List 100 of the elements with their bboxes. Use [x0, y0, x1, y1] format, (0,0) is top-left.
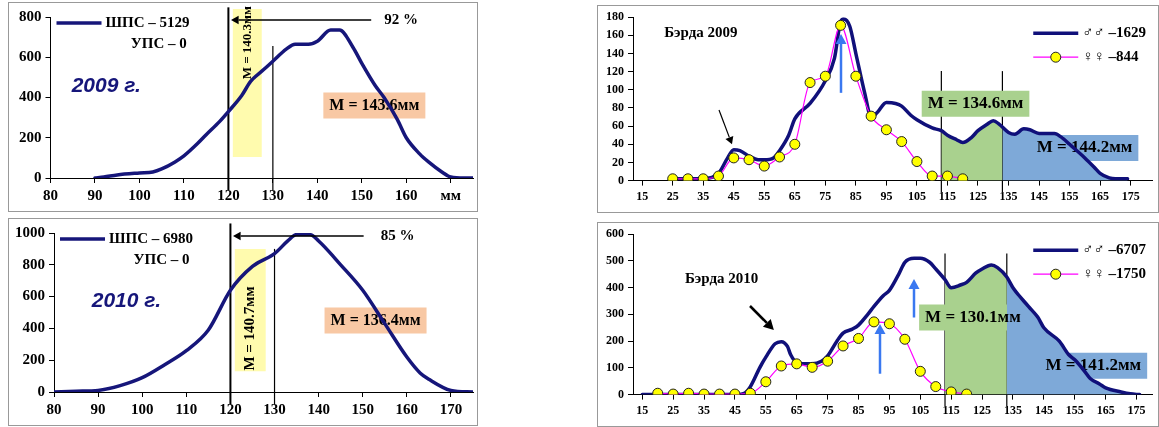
y-tick-label: 1000 [15, 223, 45, 240]
y-tick-label: 140 [606, 45, 624, 60]
y-tick-label: 0 [618, 386, 624, 401]
y-tick-label: 80 [612, 100, 624, 115]
annotation: УПС – 0 [130, 35, 187, 52]
annotation: 85 % [380, 227, 415, 244]
x-tick-label: 175 [1121, 188, 1140, 203]
x-tick-label: 105 [911, 402, 930, 417]
y-tick-label: 0 [618, 172, 624, 187]
y-tick-label: 400 [19, 88, 42, 105]
x-tick-label: 85 [849, 188, 862, 203]
y-tick-label: 200 [22, 351, 45, 368]
x-tick-label: 110 [175, 400, 198, 417]
x-tick-label: 145 [1034, 402, 1053, 417]
x-tick-label: 135 [1003, 402, 1022, 417]
annotation: Бэрда 2010 [684, 269, 759, 286]
x-tick-label: 155 [1060, 188, 1079, 203]
x-tick-label: 170 [439, 400, 463, 417]
y-tick-label: 160 [606, 27, 624, 42]
x-tick-label: 55 [759, 402, 772, 417]
x-tick-label: 95 [880, 188, 893, 203]
x-tick-label: 95 [883, 402, 896, 417]
y-tick-label: 180 [606, 9, 624, 24]
x-tick-label: 105 [907, 188, 926, 203]
legend-label: ШПС – 5129 [105, 13, 190, 30]
y-tick-label: 300 [606, 306, 624, 321]
x-tick-label: 160 [395, 400, 419, 417]
legend-label: ♂♂ –6707 [1082, 241, 1147, 258]
x-tick-label: мм [440, 186, 461, 203]
x-tick-label: 120 [219, 400, 242, 417]
y-tick-label: 60 [612, 118, 624, 133]
x-tick-label: 175 [1127, 402, 1146, 417]
y-tick-label: 120 [606, 63, 624, 78]
x-tick-label: 115 [942, 402, 960, 417]
x-tick-label: 155 [1065, 402, 1084, 417]
x-tick-label: 100 [130, 400, 154, 417]
x-tick-label: 110 [173, 186, 195, 203]
x-tick-label: 130 [263, 400, 286, 417]
x-tick-label: 135 [999, 188, 1018, 203]
x-tick-label: 140 [307, 400, 330, 417]
legend-label: ШПС – 6980 [109, 229, 193, 246]
x-tick-label: 25 [666, 188, 679, 203]
annotation: 92 % [384, 11, 419, 28]
x-tick-label: 85 [852, 402, 865, 417]
x-tick-label: 90 [87, 186, 103, 203]
legend-label: ♀♀ –1750 [1082, 265, 1146, 282]
y-tick-label: 400 [22, 319, 45, 336]
x-tick-label: 100 [128, 186, 151, 203]
x-tick-label: 55 [758, 188, 771, 203]
annotation: M = 144.2мм [1036, 137, 1133, 157]
y-tick-label: 0 [34, 168, 42, 185]
y-tick-label: 20 [612, 154, 624, 169]
x-tick-label: 45 [727, 188, 740, 203]
y-tick-label: 100 [606, 359, 624, 374]
y-tick-label: 200 [606, 333, 624, 348]
y-tick-label: 800 [22, 255, 45, 272]
x-tick-label: 125 [968, 188, 987, 203]
y-tick-label: 200 [19, 128, 42, 145]
x-tick-label: 160 [395, 186, 418, 203]
x-tick-label: 15 [636, 188, 649, 203]
x-tick-label: 65 [788, 188, 801, 203]
x-tick-label: 65 [790, 402, 803, 417]
y-tick-label: 600 [19, 48, 42, 65]
y-tick-label: 600 [606, 226, 624, 241]
band-label: M = 140.7мм [241, 286, 258, 371]
legend-label: ♂♂ –1629 [1082, 24, 1146, 41]
annotation: 2009 г. [70, 73, 141, 97]
x-tick-label: 165 [1091, 188, 1110, 203]
band-label: M = 140.3мм [238, 6, 254, 80]
x-tick-label: 75 [821, 402, 834, 417]
y-tick-label: 400 [606, 279, 624, 294]
y-tick-label: 800 [19, 7, 42, 24]
annotation: Бэрда 2009 [664, 24, 738, 41]
y-tick-label: 0 [37, 382, 45, 399]
x-tick-label: 150 [350, 186, 374, 203]
annotation: M = 130.1мм [925, 307, 1022, 326]
y-tick-label: 600 [22, 287, 45, 304]
annotation: 2010 г. [90, 288, 162, 312]
x-tick-label: 125 [973, 402, 992, 417]
legend-label: ♀♀ –844 [1082, 48, 1139, 65]
x-tick-label: 165 [1096, 402, 1115, 417]
x-tick-label: 80 [46, 400, 62, 417]
x-tick-label: 145 [1030, 188, 1049, 203]
x-tick-label: 15 [636, 402, 649, 417]
x-tick-label: 140 [306, 186, 329, 203]
annotation: УПС – 0 [133, 250, 190, 267]
y-tick-label: 500 [606, 253, 624, 268]
annotation: M = 134.6мм [927, 93, 1024, 113]
x-tick-label: 25 [667, 402, 680, 417]
x-tick-label: 120 [217, 186, 240, 203]
annotation: M = 141.2мм [1045, 355, 1142, 375]
x-tick-label: 35 [697, 188, 710, 203]
y-tick-label: 100 [606, 81, 624, 96]
x-tick-label: 130 [261, 186, 285, 203]
y-tick-label: 40 [612, 136, 624, 151]
x-tick-label: 150 [351, 400, 374, 417]
x-tick-label: 75 [819, 188, 832, 203]
x-tick-label: 115 [938, 188, 957, 203]
x-tick-label: 45 [728, 402, 741, 417]
x-tick-label: 35 [698, 402, 711, 417]
